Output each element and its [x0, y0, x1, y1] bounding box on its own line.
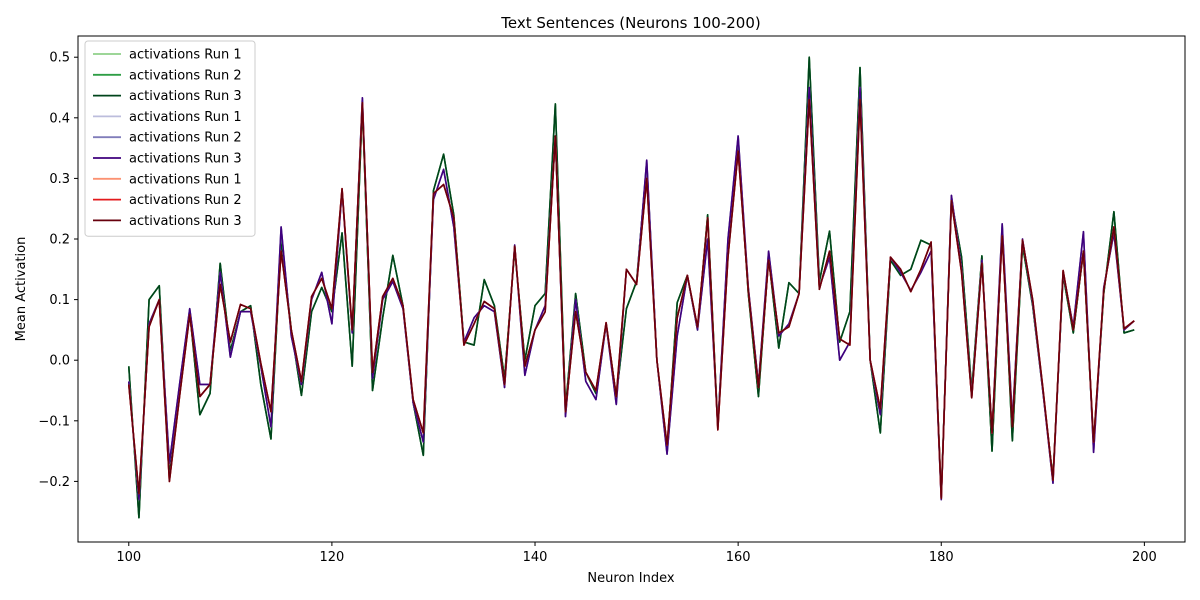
legend-entry-label: activations Run 2 — [129, 131, 242, 146]
legend-entry-label: activations Run 3 — [129, 152, 242, 167]
legend-box — [84, 40, 256, 237]
legend-entry-label: activations Run 3 — [129, 214, 242, 229]
x-tick-label: 160 — [726, 550, 751, 565]
chart-title: Text Sentences (Neurons 100-200) — [500, 14, 760, 32]
x-tick-label: 140 — [523, 550, 548, 565]
series-lines — [127, 56, 1135, 519]
y-tick-label: 0.3 — [49, 172, 70, 187]
y-tick-label: −0.1 — [38, 414, 70, 429]
legend: activations Run 1 activations Run 2 activa… — [84, 40, 256, 237]
x-tick-label: 180 — [929, 550, 954, 565]
x-tick-label: 200 — [1132, 550, 1157, 565]
y-tick-label: 0.4 — [49, 111, 70, 126]
legend-entry-label: activations Run 1 — [129, 110, 242, 125]
x-axis-label: Neuron Index — [587, 571, 674, 586]
y-tick-label: 0.5 — [49, 51, 70, 66]
legend-entry-label: activations Run 2 — [129, 193, 242, 208]
x-tick-label: 120 — [319, 550, 344, 565]
legend-entry-label: activations Run 2 — [129, 68, 242, 83]
y-axis-ticks: −0.2 −0.1 0.0 0.1 0.2 0.3 0.4 0.5 — [38, 51, 78, 490]
legend-entry-label: activations Run 1 — [129, 48, 242, 63]
series-line-9 — [127, 98, 1135, 500]
legend-entry-label: activations Run 3 — [129, 89, 242, 104]
plot-frame — [77, 35, 1186, 543]
y-tick-label: 0.1 — [49, 293, 70, 308]
x-tick-label: 100 — [116, 550, 141, 565]
y-tick-label: −0.2 — [38, 475, 70, 490]
y-tick-label: 0.0 — [49, 354, 70, 369]
y-axis-label: Mean Activation — [14, 237, 29, 342]
x-axis-ticks: 100 120 140 160 180 200 — [116, 542, 1157, 565]
legend-entry-label: activations Run 1 — [129, 172, 242, 187]
y-tick-label: 0.2 — [49, 233, 70, 248]
